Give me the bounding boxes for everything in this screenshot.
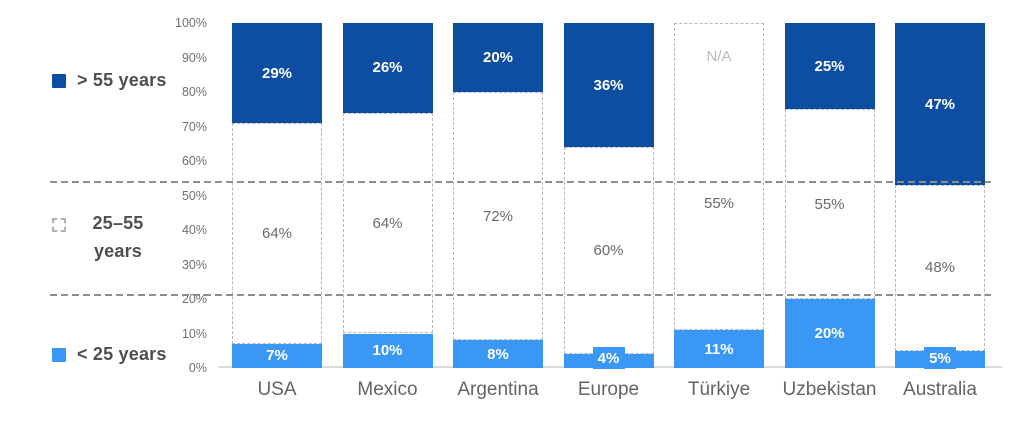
bar-segment-na-box-turkiye: N/A 55%: [674, 23, 764, 331]
bar-segment-mid-uzbekistan: 55%: [784, 109, 875, 299]
segment-label-mid-usa: 64%: [261, 224, 293, 242]
legend-item-over-55-years: > 55 years: [52, 70, 167, 91]
segment-label-mid-mexico: 64%: [372, 214, 403, 232]
legend-label-25-55-line1: 25–55: [92, 213, 144, 233]
segment-label-mid-turkiye: 55%: [703, 195, 735, 212]
segment-label-under25-europe: 4%: [597, 349, 620, 367]
bar-segment-under25-argentina: 8%: [453, 340, 543, 368]
segment-label-mid-australia: 48%: [924, 259, 956, 277]
y-tick-label-40: 40%: [181, 223, 207, 237]
bar-segment-under25-turkiye: 11%: [674, 330, 764, 368]
bar-segment-mid-usa: 64%: [232, 123, 322, 344]
segment-label-tab-under25-australia: 5%: [924, 347, 956, 369]
y-tick-label-70: 70%: [181, 119, 207, 134]
bar-segment-over55-argentina: 20%: [453, 23, 543, 92]
bar-segment-over55-europe: 36%: [563, 23, 654, 148]
segment-label-over55-europe: 36%: [593, 76, 624, 94]
y-tick-label-100: 100%: [175, 16, 207, 30]
category-label-turkiye: Türkiye: [687, 379, 751, 400]
band-separator-upper: [50, 181, 991, 183]
category-label-uzbekistan: Uzbekistan: [782, 379, 877, 400]
bar-segment-mid-australia: 48%: [895, 185, 985, 351]
legend-swatch-under-25-icon: [52, 347, 66, 362]
bar-segment-mid-europe: 60%: [563, 147, 654, 355]
segment-label-under25-turkiye: 11%: [704, 340, 734, 358]
segment-label-under25-usa: 7%: [266, 347, 288, 365]
segment-label-mid-uzbekistan: 55%: [814, 195, 845, 213]
segment-label-tab-under25-europe: 4%: [592, 347, 625, 369]
y-tick-label-80: 80%: [181, 85, 207, 99]
bar-segment-over55-uzbekistan: 25%: [784, 23, 875, 110]
legend-swatch-over-55-icon: [52, 73, 66, 88]
segment-label-na-turkiye: N/A: [706, 48, 732, 65]
y-tick-label-10: 10%: [181, 326, 207, 341]
category-label-usa: USA: [257, 379, 297, 400]
legend-label-over-55-years: > 55 years: [77, 70, 167, 90]
bar-segment-under25-uzbekistan: 20%: [784, 299, 875, 368]
segment-label-under25-uzbekistan: 20%: [814, 325, 845, 342]
legend-item-25-55-years: 25–55 years: [52, 209, 153, 265]
segment-label-over55-usa: 29%: [261, 64, 293, 82]
segment-label-under25-argentina: 8%: [487, 345, 509, 363]
category-label-mexico: Mexico: [357, 379, 418, 400]
segment-label-over55-uzbekistan: 25%: [814, 57, 845, 75]
segment-label-over55-argentina: 20%: [482, 49, 514, 66]
segment-label-mid-europe: 60%: [593, 242, 624, 260]
bar-segment-over55-mexico: 26%: [342, 23, 433, 113]
y-tick-label-60: 60%: [181, 154, 207, 168]
band-separator-lower: [50, 294, 991, 296]
segment-label-under25-australia: 5%: [929, 349, 951, 367]
category-label-australia: Australia: [903, 379, 977, 400]
category-label-europe: Europe: [577, 379, 640, 400]
bar-segment-over55-usa: 29%: [232, 23, 322, 124]
bar-segment-over55-australia: 47%: [895, 23, 985, 186]
legend-item-under-25-years: < 25 years: [52, 344, 167, 365]
y-tick-label-0: 0%: [188, 361, 207, 375]
y-tick-label-30: 30%: [181, 257, 207, 272]
y-tick-label-90: 90%: [181, 50, 207, 65]
segment-label-over55-mexico: 26%: [372, 59, 403, 77]
bar-segment-under25-mexico: 10%: [342, 333, 433, 368]
bar-segment-under25-usa: 7%: [232, 343, 322, 368]
bar-segment-mid-argentina: 72%: [453, 92, 543, 341]
category-label-argentina: Argentina: [457, 379, 539, 400]
segment-label-over55-australia: 47%: [924, 95, 956, 113]
segment-label-under25-mexico: 10%: [372, 342, 403, 360]
y-tick-label-50: 50%: [181, 188, 207, 203]
legend-label-under-25-years: < 25 years: [77, 344, 167, 364]
segment-label-mid-argentina: 72%: [482, 207, 514, 225]
legend-label-25-55-line2: years: [93, 241, 143, 261]
bar-segment-mid-mexico: 64%: [342, 112, 433, 334]
legend-swatch-25-55-icon: [52, 218, 66, 232]
